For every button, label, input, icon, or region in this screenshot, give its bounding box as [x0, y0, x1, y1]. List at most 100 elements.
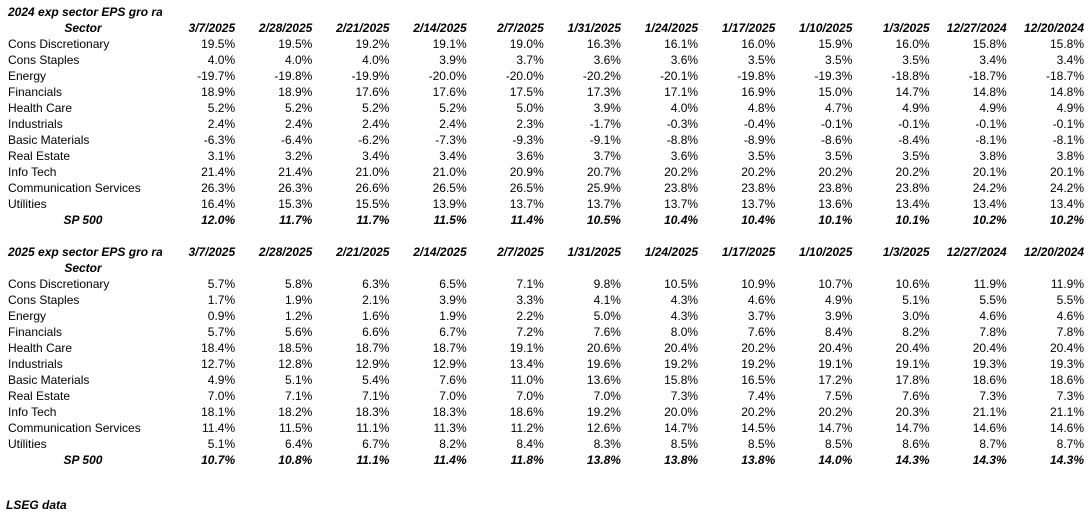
value-cell: 16.5%	[702, 372, 779, 388]
value-cell: 8.2%	[856, 324, 933, 340]
date-header	[934, 260, 1011, 276]
value-cell: 6.5%	[393, 276, 470, 292]
value-cell: 24.2%	[1011, 180, 1088, 196]
value-cell: 6.6%	[316, 324, 393, 340]
value-cell: 5.1%	[162, 436, 239, 452]
value-cell: 7.3%	[625, 388, 702, 404]
value-cell: 19.1%	[856, 356, 933, 372]
value-cell: 5.5%	[1011, 292, 1088, 308]
table-row: Energy0.9%1.2%1.6%1.9%2.2%5.0%4.3%3.7%3.…	[4, 308, 1088, 324]
table-row: Basic Materials-6.3%-6.4%-6.2%-7.3%-9.3%…	[4, 132, 1088, 148]
date-header: 12/27/2024	[934, 20, 1011, 36]
total-value: 11.4%	[471, 212, 548, 228]
value-cell: 20.2%	[702, 340, 779, 356]
date-header: 3/7/2025	[162, 20, 239, 36]
value-cell: 10.9%	[702, 276, 779, 292]
total-label: SP 500	[4, 212, 162, 228]
value-cell: 3.0%	[856, 308, 933, 324]
total-value: 11.4%	[393, 452, 470, 468]
total-value: 10.1%	[856, 212, 933, 228]
date-header	[162, 260, 239, 276]
value-cell: 6.7%	[316, 436, 393, 452]
sector-label: Utilities	[4, 436, 162, 452]
value-cell: 5.2%	[393, 100, 470, 116]
total-value: 13.8%	[548, 452, 625, 468]
sector-label: Cons Discretionary	[4, 276, 162, 292]
sector-label: Financials	[4, 324, 162, 340]
value-cell: 26.5%	[393, 180, 470, 196]
date-header: 1/3/2025	[856, 244, 933, 260]
date-header: 2/14/2025	[393, 20, 470, 36]
date-header: 12/27/2024	[934, 244, 1011, 260]
date-header: 3/7/2025	[162, 244, 239, 260]
value-cell: 13.7%	[702, 196, 779, 212]
value-cell: -8.1%	[934, 132, 1011, 148]
value-cell: 17.5%	[471, 84, 548, 100]
total-value: 10.5%	[548, 212, 625, 228]
value-cell: 19.3%	[1011, 356, 1088, 372]
total-value: 10.1%	[779, 212, 856, 228]
value-cell: 13.4%	[471, 356, 548, 372]
value-cell: 20.4%	[625, 340, 702, 356]
value-cell: 16.4%	[162, 196, 239, 212]
value-cell: 5.4%	[316, 372, 393, 388]
value-cell: 17.6%	[316, 84, 393, 100]
value-cell: 23.8%	[856, 180, 933, 196]
value-cell: 21.4%	[162, 164, 239, 180]
value-cell: 18.7%	[316, 340, 393, 356]
total-value: 13.8%	[625, 452, 702, 468]
value-cell: 14.6%	[934, 420, 1011, 436]
total-value: 13.8%	[702, 452, 779, 468]
sector-label: Industrials	[4, 116, 162, 132]
date-header: 2/28/2025	[239, 20, 316, 36]
value-cell: 20.4%	[1011, 340, 1088, 356]
date-header	[393, 260, 470, 276]
value-cell: 1.9%	[393, 308, 470, 324]
value-cell: 8.4%	[471, 436, 548, 452]
value-cell: 5.2%	[162, 100, 239, 116]
value-cell: 17.3%	[548, 84, 625, 100]
value-cell: 11.2%	[471, 420, 548, 436]
value-cell: 20.4%	[856, 340, 933, 356]
value-cell: 17.8%	[856, 372, 933, 388]
value-cell: 2.4%	[162, 116, 239, 132]
date-header	[856, 260, 933, 276]
section-title: 2024 exp sector EPS gro rates	[4, 4, 162, 20]
value-cell: 1.7%	[162, 292, 239, 308]
value-cell: -19.8%	[702, 68, 779, 84]
value-cell: 20.2%	[702, 164, 779, 180]
sector-label: Communication Services	[4, 420, 162, 436]
value-cell: 4.0%	[162, 52, 239, 68]
eps-tables: 2024 exp sector EPS gro ratesSector3/7/2…	[4, 4, 1088, 484]
total-value: 10.4%	[702, 212, 779, 228]
value-cell: 5.0%	[548, 308, 625, 324]
total-value: 10.4%	[625, 212, 702, 228]
sector-header: Sector	[4, 260, 162, 276]
value-cell: 20.7%	[548, 164, 625, 180]
value-cell: 3.9%	[393, 52, 470, 68]
sector-label: Energy	[4, 68, 162, 84]
value-cell: 11.0%	[471, 372, 548, 388]
value-cell: 8.7%	[934, 436, 1011, 452]
value-cell: 12.9%	[393, 356, 470, 372]
value-cell: 20.2%	[625, 164, 702, 180]
value-cell: 23.8%	[625, 180, 702, 196]
date-header: 1/31/2025	[548, 20, 625, 36]
value-cell: 3.7%	[702, 308, 779, 324]
value-cell: 18.4%	[162, 340, 239, 356]
value-cell: 3.4%	[393, 148, 470, 164]
total-value: 14.3%	[934, 452, 1011, 468]
value-cell: 14.8%	[1011, 84, 1088, 100]
value-cell: 3.6%	[548, 52, 625, 68]
total-value: 11.8%	[471, 452, 548, 468]
value-cell: 5.7%	[162, 324, 239, 340]
value-cell: 17.6%	[393, 84, 470, 100]
total-value: 10.2%	[934, 212, 1011, 228]
sector-label: Real Estate	[4, 148, 162, 164]
value-cell: 7.6%	[702, 324, 779, 340]
value-cell: 16.0%	[856, 36, 933, 52]
value-cell: 4.8%	[702, 100, 779, 116]
sector-label: Info Tech	[4, 164, 162, 180]
value-cell: 8.7%	[1011, 436, 1088, 452]
value-cell: -0.3%	[625, 116, 702, 132]
